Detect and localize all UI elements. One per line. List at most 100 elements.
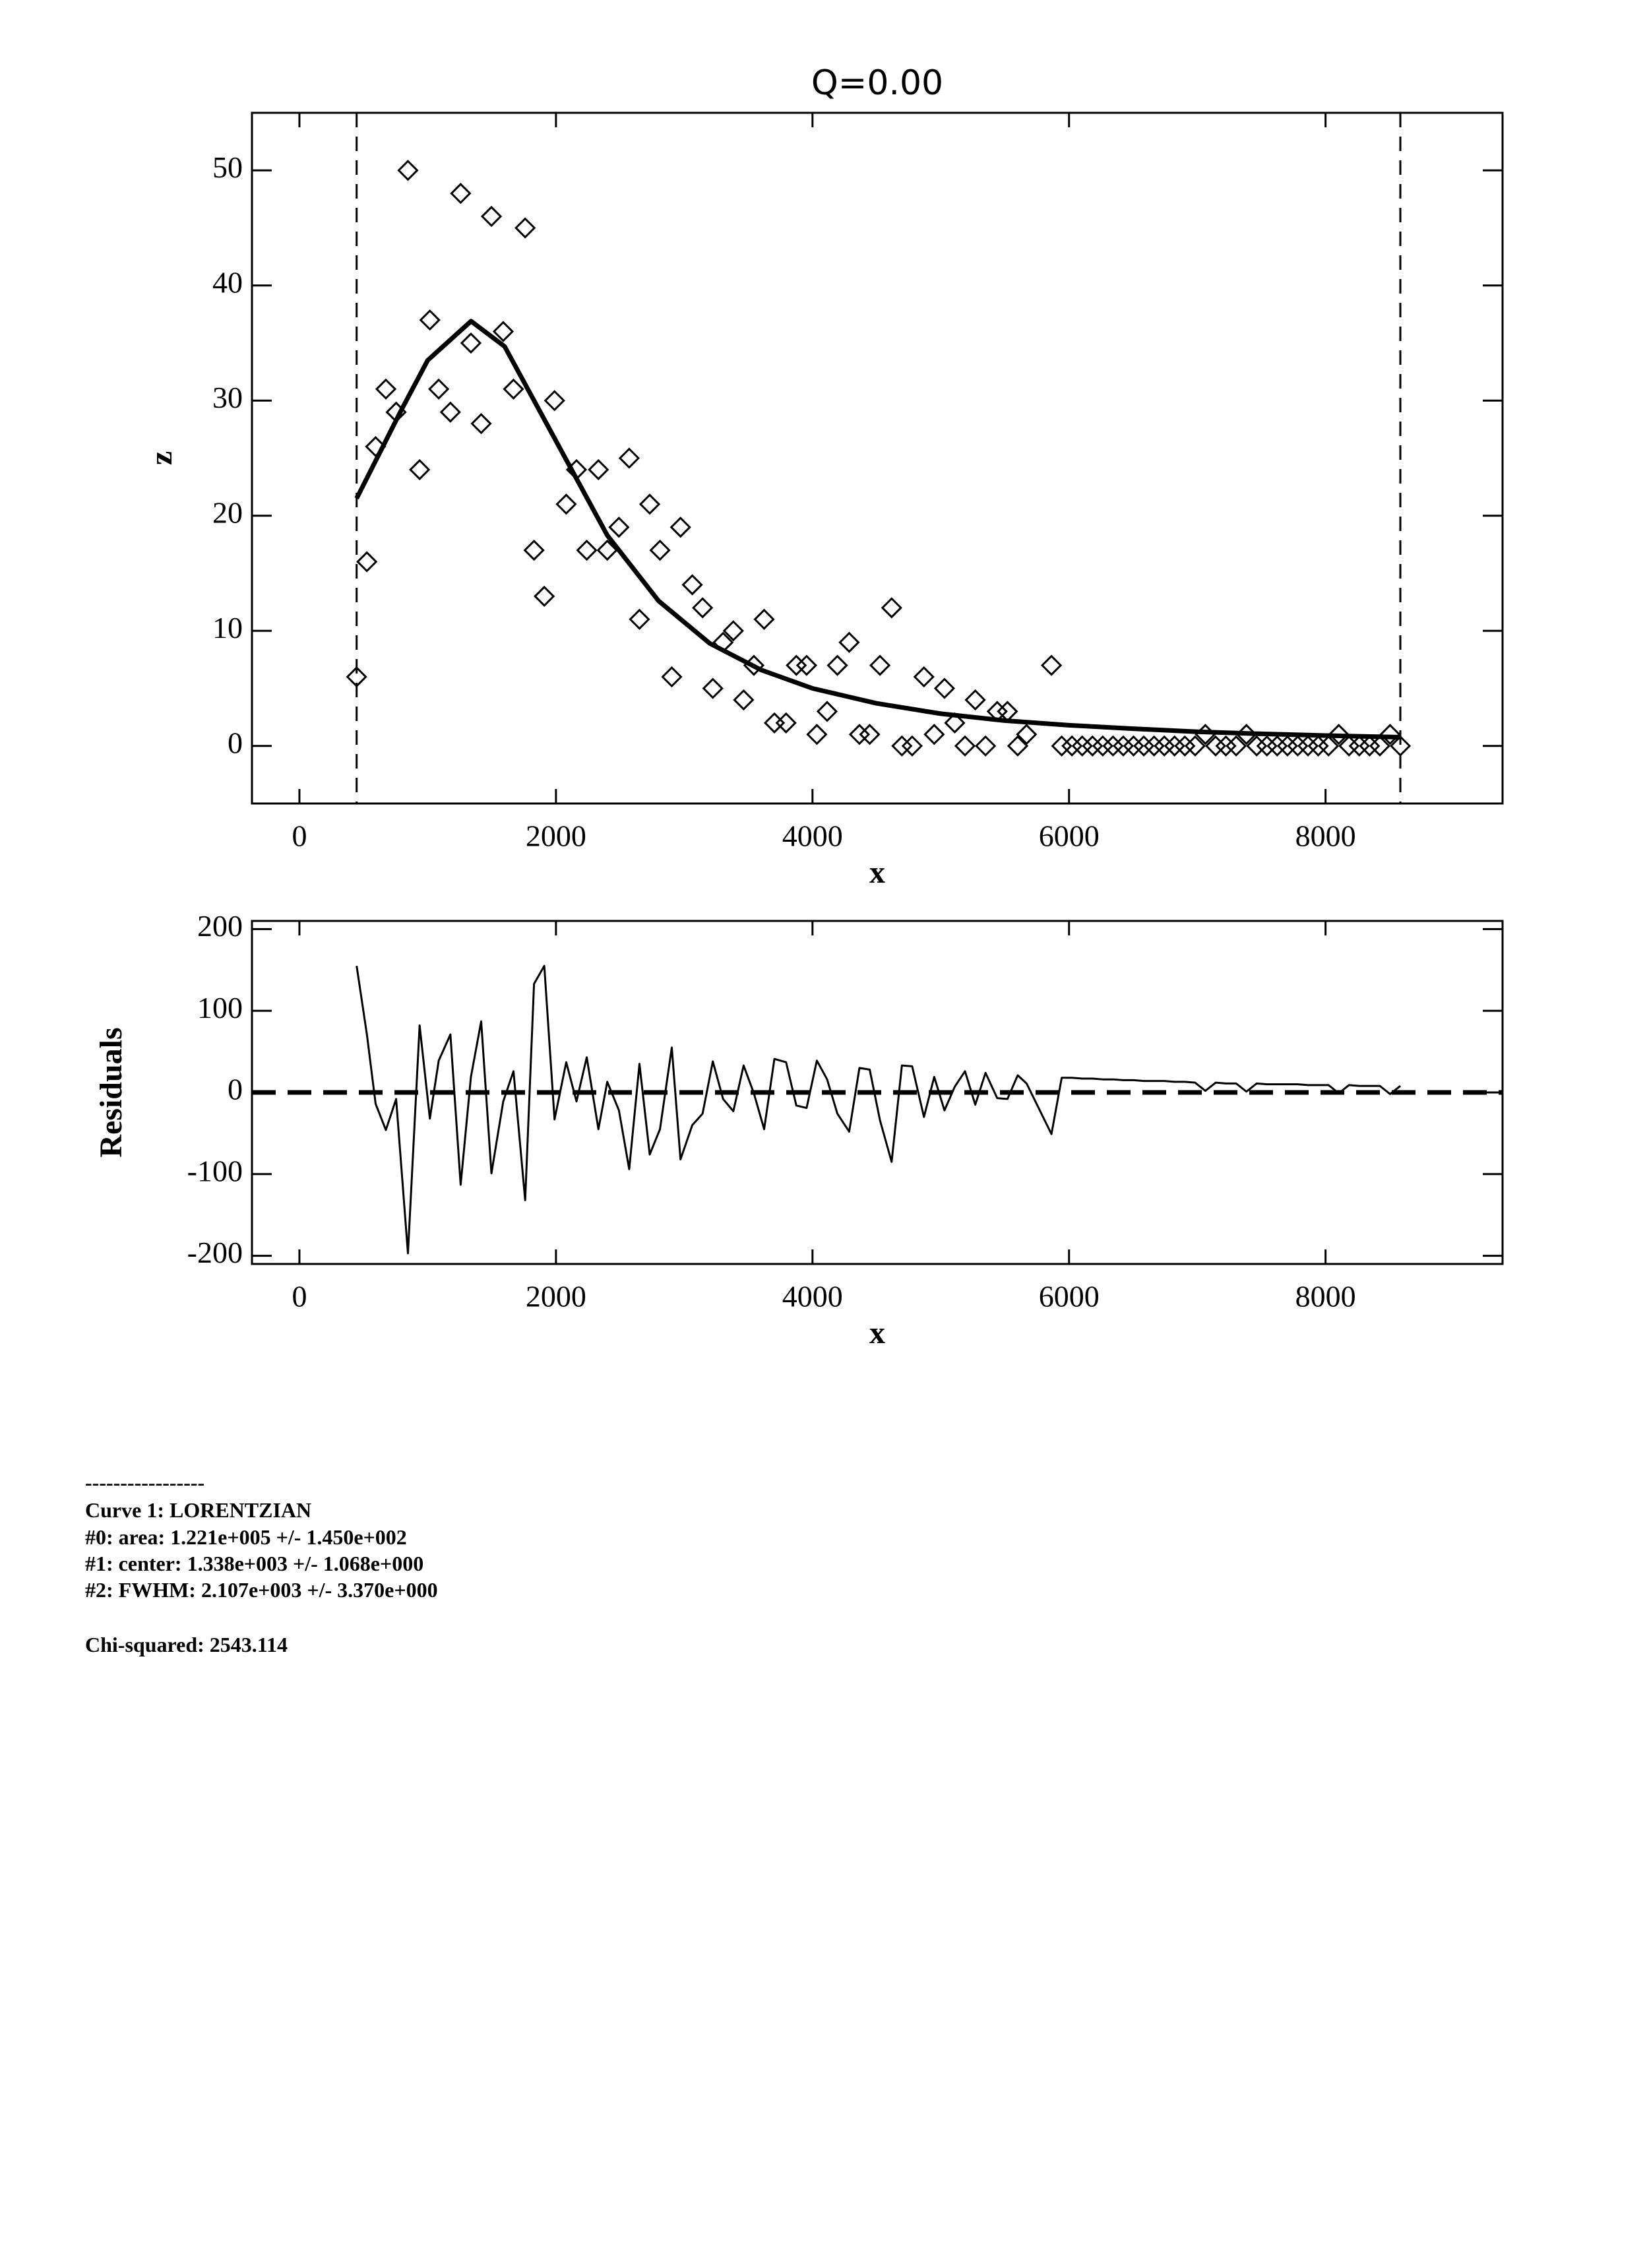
data-point — [1389, 735, 1412, 757]
data-point — [1297, 735, 1319, 757]
data-point — [1328, 724, 1350, 745]
x-tick-label: 6000 — [1039, 819, 1100, 853]
report-parameter: #2: FWHM: 2.107e+003 +/- 3.370e+000 — [85, 1578, 438, 1602]
data-point — [356, 551, 378, 573]
data-point — [1040, 654, 1063, 676]
data-point — [480, 205, 503, 228]
data-point — [1256, 735, 1278, 757]
data-point — [419, 309, 441, 331]
data-point — [1359, 735, 1381, 757]
data-point — [346, 666, 367, 688]
data-point — [1266, 735, 1288, 757]
x-tick-label: 4000 — [782, 819, 843, 853]
data-point — [901, 735, 923, 757]
data-point — [722, 620, 744, 642]
plot-frame — [251, 111, 1504, 805]
data-point — [1174, 735, 1196, 757]
data-point — [514, 217, 536, 239]
data-point — [1348, 735, 1370, 757]
data-point — [1287, 735, 1309, 757]
data-point — [933, 677, 956, 699]
x-tick-label: 8000 — [1295, 819, 1356, 853]
data-point — [806, 724, 828, 745]
data-point — [576, 539, 598, 561]
y-tick-label: -200 — [187, 1236, 243, 1269]
y-axis-label: z — [144, 451, 179, 465]
data-point — [975, 735, 997, 757]
data-point — [1092, 735, 1113, 757]
data-point — [1133, 735, 1155, 757]
x-tick-label: 0 — [292, 819, 307, 853]
y-tick-label: 50 — [212, 150, 243, 184]
data-point — [702, 677, 724, 699]
y-tick-label: -100 — [187, 1154, 243, 1187]
chart-title: Q=0.00 — [811, 63, 943, 103]
report-curve: Curve 1: LORENTZIAN — [85, 1498, 311, 1522]
data-point — [618, 447, 640, 469]
data-point — [1082, 735, 1104, 757]
data-point — [661, 666, 683, 688]
data-point — [881, 597, 902, 619]
data-point — [1164, 735, 1185, 757]
data-point — [1016, 724, 1038, 745]
x-tick-label: 0 — [292, 1280, 307, 1313]
data-point — [523, 539, 545, 561]
data-point — [534, 585, 555, 608]
x-axis-label: x — [869, 1315, 885, 1350]
x-axis-label: x — [869, 855, 885, 890]
data-point — [1184, 735, 1206, 757]
data-point — [1051, 735, 1073, 757]
data-point — [1061, 735, 1083, 757]
y-tick-label: 20 — [212, 495, 243, 529]
data-point — [649, 539, 671, 561]
data-point — [786, 654, 807, 676]
data-point — [1007, 735, 1029, 757]
y-tick-label: 200 — [197, 909, 243, 943]
data-point — [848, 724, 871, 745]
data-point — [838, 631, 860, 653]
data-point — [1112, 735, 1135, 757]
data-point — [1338, 735, 1360, 757]
y-tick-label: 0 — [228, 1073, 243, 1106]
data-point — [1071, 735, 1093, 757]
data-point — [1123, 735, 1144, 757]
data-point — [397, 160, 419, 181]
data-point — [681, 574, 703, 596]
data-point — [1317, 735, 1340, 757]
report-separator: ----------------- — [85, 1470, 204, 1494]
data-point — [428, 378, 450, 400]
data-point — [596, 539, 618, 561]
data-point — [1215, 735, 1237, 757]
data-point — [669, 517, 691, 538]
data-point — [460, 332, 482, 354]
data-point — [733, 689, 755, 711]
x-tick-label: 8000 — [1295, 1280, 1356, 1313]
data-point — [944, 712, 966, 734]
data-point — [913, 666, 935, 688]
data-point — [608, 517, 630, 538]
data-point — [692, 597, 714, 619]
data-point — [1154, 735, 1175, 757]
data-point — [555, 493, 577, 515]
y-tick-label: 10 — [212, 611, 243, 645]
data-point — [795, 654, 817, 676]
y-axis-label: Residuals — [94, 1027, 129, 1157]
data-point — [492, 321, 514, 342]
data-point — [1307, 735, 1329, 757]
data-point — [1369, 735, 1391, 757]
data-point — [964, 689, 986, 711]
y-tick-label: 0 — [228, 726, 243, 759]
y-tick-label: 100 — [197, 991, 243, 1024]
data-point — [588, 458, 609, 481]
data-point — [544, 390, 565, 412]
data-point — [450, 183, 472, 205]
data-point — [470, 413, 492, 435]
data-point — [869, 654, 891, 676]
data-point — [1379, 724, 1401, 745]
y-tick-label: 30 — [212, 381, 243, 414]
data-point — [629, 608, 650, 630]
data-point — [1204, 735, 1227, 757]
residual-line — [356, 964, 1401, 1255]
x-tick-label: 2000 — [526, 1280, 586, 1313]
